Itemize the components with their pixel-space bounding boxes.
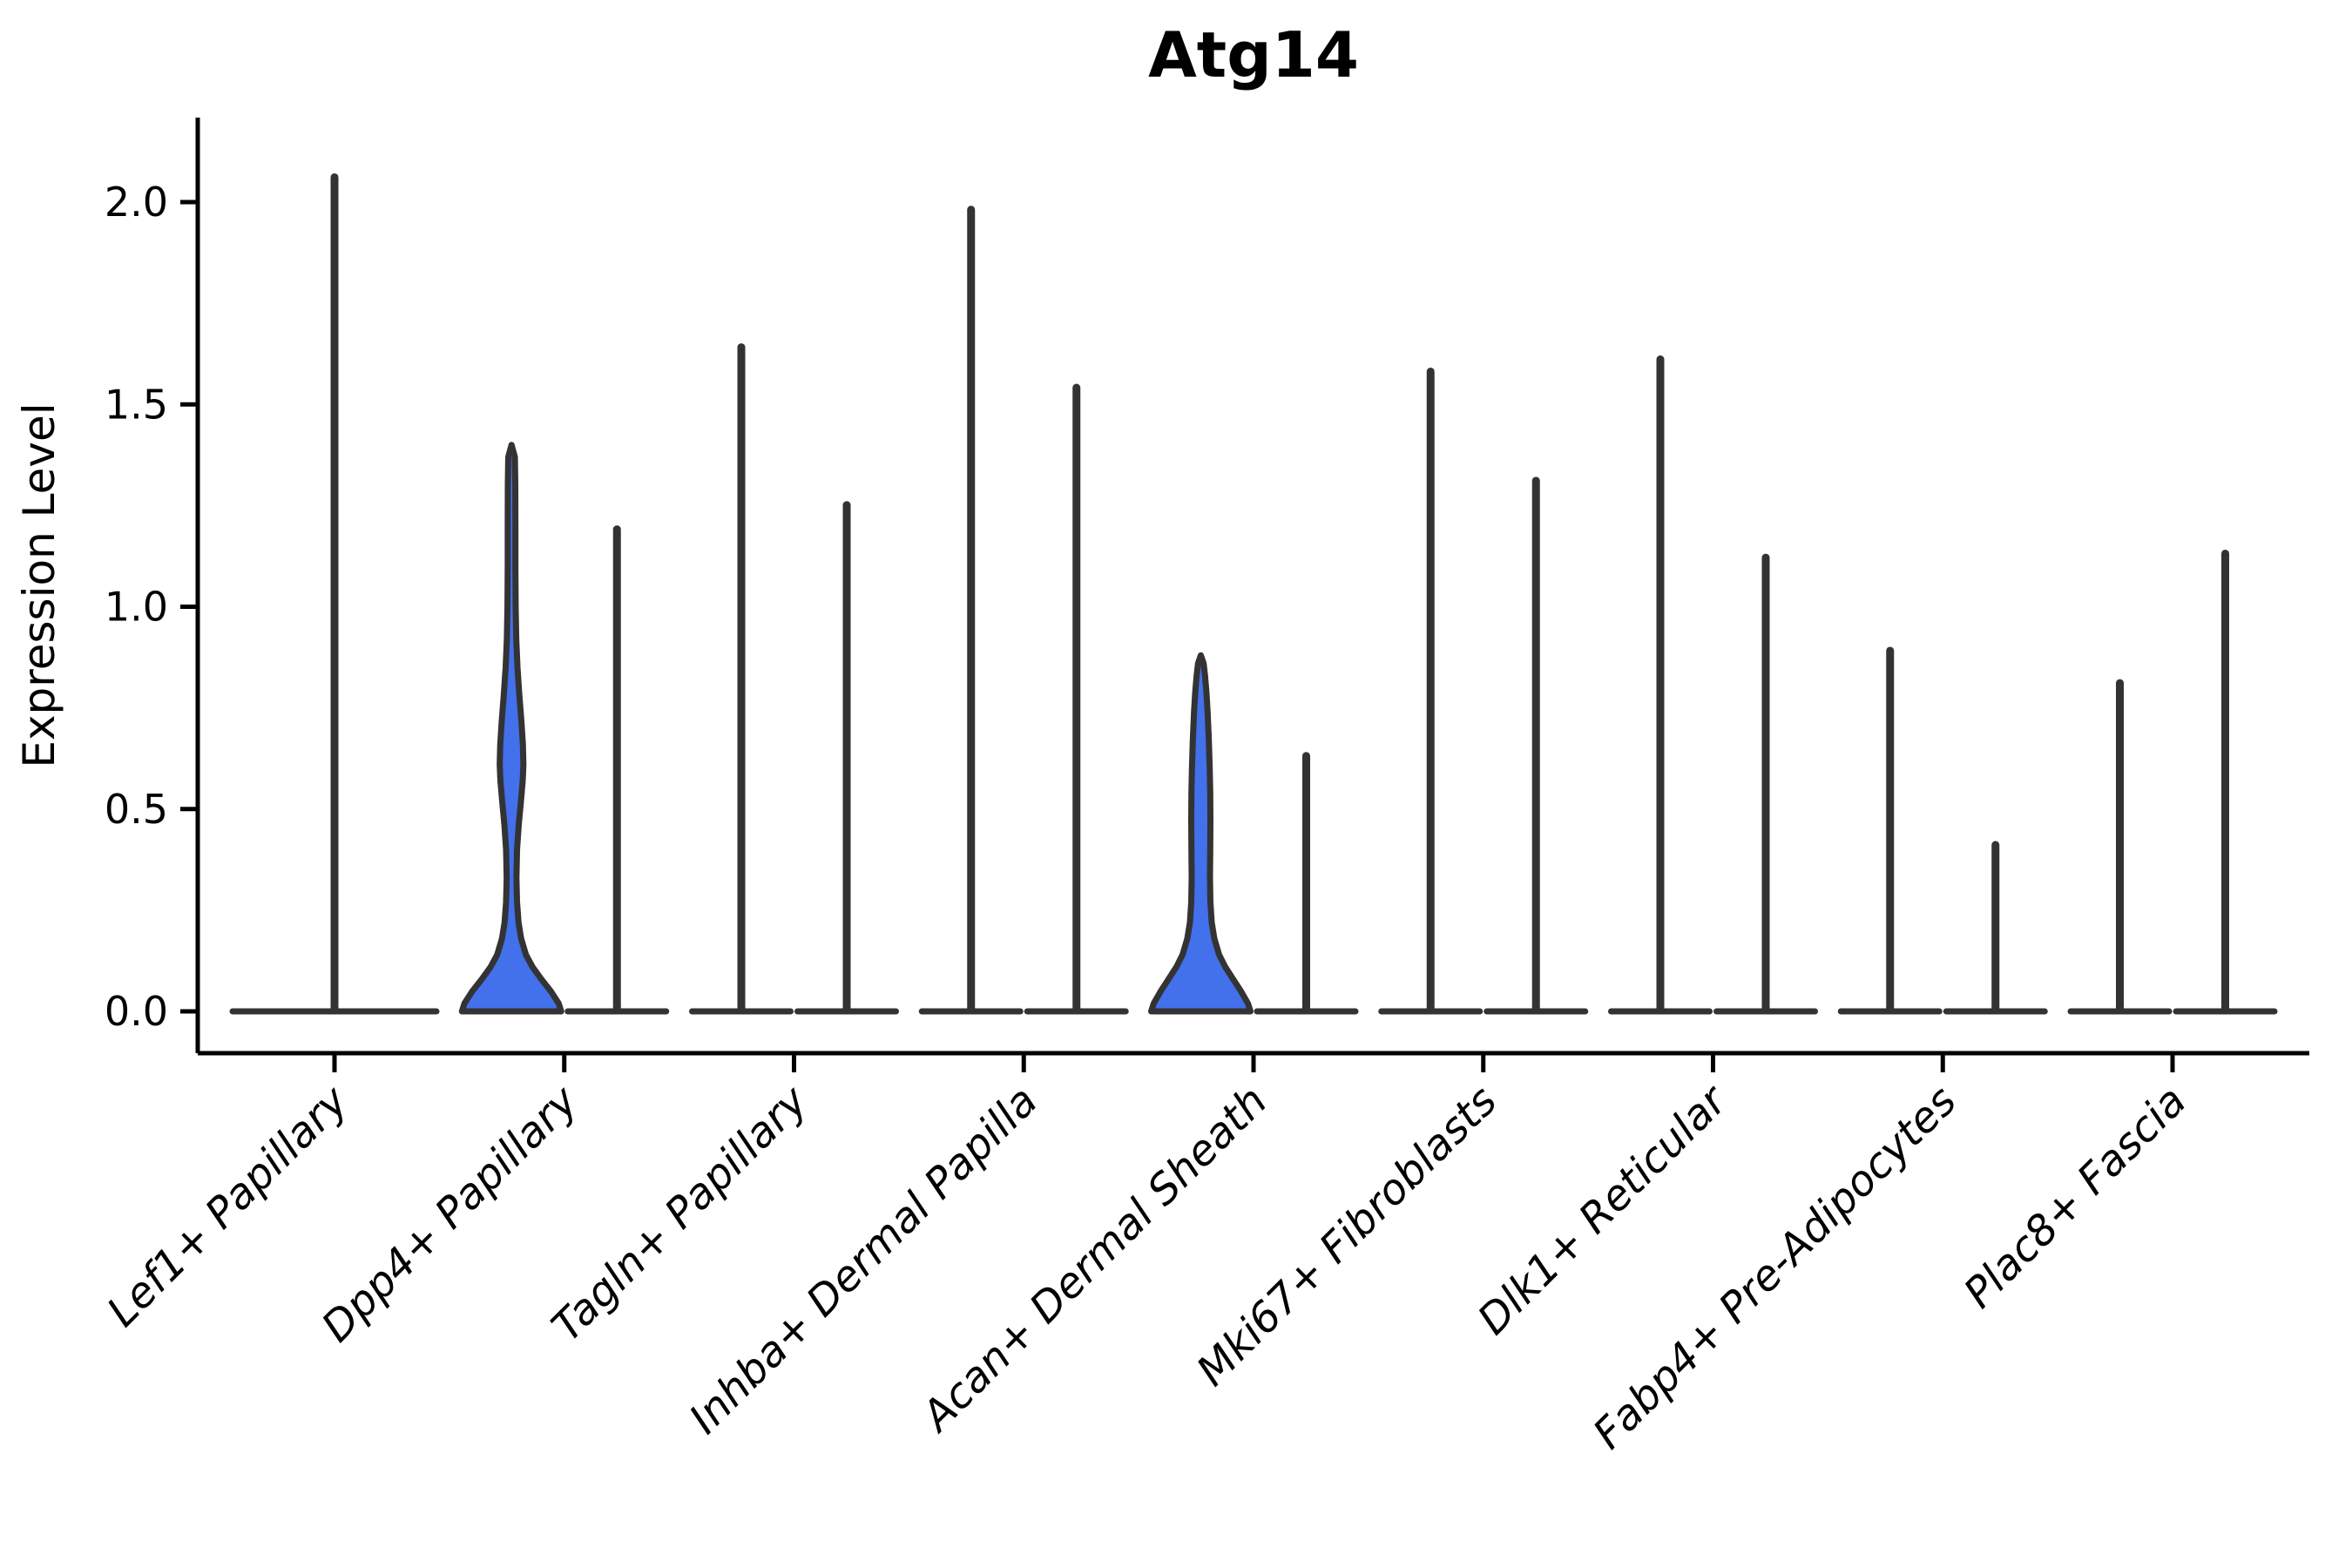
violin-filled <box>458 442 564 1015</box>
y-tick-label: 0.5 <box>105 786 168 833</box>
x-tick-label: Tagln+ Papillary <box>543 1076 818 1351</box>
x-tick-label: Dpp4+ Papillary <box>313 1076 588 1351</box>
x-tick-label: Dlk1+ Reticular <box>1469 1075 1739 1345</box>
y-tick-label: 1.0 <box>105 584 168 631</box>
x-tick-label: Plac8+ Fascia <box>1955 1077 2196 1318</box>
chart-title: Atg14 <box>1148 18 1359 91</box>
y-tick-label: 2.0 <box>105 179 168 226</box>
y-axis-label: Expression Level <box>14 402 64 767</box>
y-tick-label: 1.5 <box>105 381 168 428</box>
y-tick-label: 0.0 <box>105 988 168 1035</box>
x-tick-label: Lef1+ Papillary <box>98 1076 358 1336</box>
x-tick-label: Fabp4+ Pre-Adipocytes <box>1584 1077 1966 1459</box>
violin-filled <box>1148 652 1254 1015</box>
